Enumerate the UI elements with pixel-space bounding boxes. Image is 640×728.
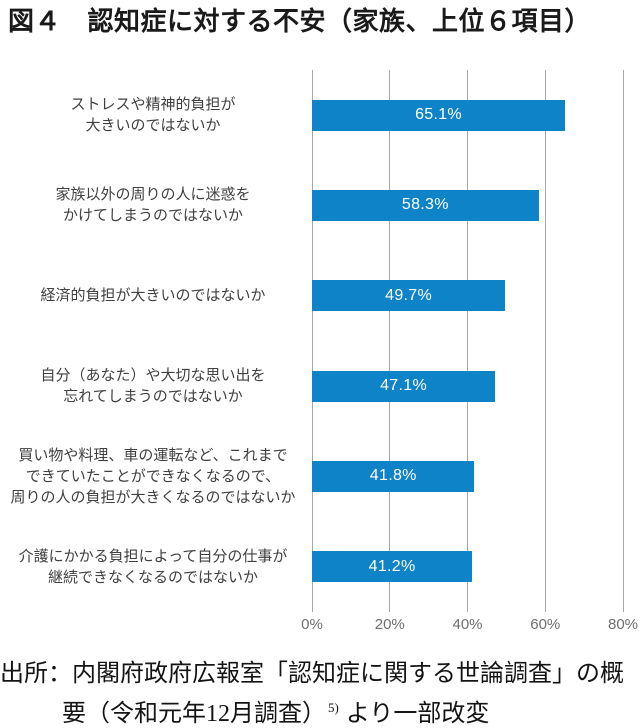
chart-row: 買い物や料理、車の運転など、これまで できていたことができなくなるので、 周りの… [0,431,640,521]
x-tick-label: 0% [301,616,323,633]
footnote-reference: 5) [328,700,339,715]
bar-value-label: 41.2% [368,557,416,575]
x-axis: 0% 20% 40% 60% 80% [301,612,638,642]
bar-value-label: 47.1% [380,377,427,395]
bar: 58.3% [312,189,539,221]
bar-value-label: 65.1% [415,106,462,124]
chart-row: 経済的負担が大きいのではないか 49.7% [0,251,640,341]
chart-row: 家族以外の周りの人に迷惑を かけてしまうのではないか 58.3% [0,160,640,250]
source-line1: 出所：内閣府政府広報室「認知症に関する世論調査」の概 [0,661,624,687]
category-label: 家族以外の周りの人に迷惑を かけてしまうのではないか [55,186,251,225]
x-tick-label: 40% [452,616,483,633]
gridline [467,70,468,612]
source-line2-prefix: 要（令和元年12月調査） [62,701,326,727]
bar-value-label: 58.3% [401,196,449,214]
figure-title: 図４ 認知症に対する不安（家族、上位６項目） [8,6,592,36]
plot-cell: 41.8% [312,431,623,521]
source-line2-suffix: より一部改変 [345,701,490,727]
gridlines [311,70,624,612]
bar: 49.7% [312,280,506,312]
gridline [622,70,624,612]
plot-cell: 47.1% [312,341,623,431]
gridline [544,70,546,612]
x-tick-label: 80% [607,616,639,633]
bar: 41.8% [312,460,475,492]
chart-row: 介護にかかる負担によって自分の仕事が 継続できなくなるのではないか 41.2% [0,522,640,612]
category-label: ストレスや精神的負担が 大きいのではないか [70,96,236,135]
gridline [389,70,391,612]
x-tick-label: 60% [530,616,561,633]
chart-rows: ストレスや精神的負担が 大きいのではないか 65.1% 家族以外の周りの人に迷惑を … [0,70,640,612]
bar-value-label: 41.8% [369,467,417,485]
gridline [311,70,313,612]
category-label: 自分（あなた）や大切な思い出を 忘れてしまうのではないか [40,367,266,406]
bar: 41.2% [312,551,473,583]
plot-cell: 65.1% [312,70,623,160]
source-line2: 要（令和元年12月調査） 5) より一部改変 [0,691,640,728]
plot-cell: 49.7% [312,251,623,341]
source-note: 出所：内閣府政府広報室「認知症に関する世論調査」の概要（令和元年12月調査） 5)… [0,658,640,728]
category-label: 介護にかかる負担によって自分の仕事が 継続できなくなるのではないか [18,547,288,586]
plot-cell: 58.3% [312,160,623,250]
x-tick-label: 20% [374,616,405,633]
bar-value-label: 49.7% [385,286,433,304]
chart-row: 自分（あなた）や大切な思い出を 忘れてしまうのではないか 47.1% [0,341,640,431]
bar: 47.1% [312,370,496,402]
chart-row: ストレスや精神的負担が 大きいのではないか 65.1% [0,70,640,160]
plot-cell: 41.2% [312,522,623,612]
category-label: 経済的負担が大きいのではないか [40,287,266,305]
chart-plot-area: ストレスや精神的負担が 大きいのではないか 65.1% 家族以外の周りの人に迷惑を … [0,70,640,612]
bar: 65.1% [312,99,566,131]
category-label: 買い物や料理、車の運転など、これまで できていたことができなくなるので、 周りの… [10,446,296,506]
dementia-anxiety-bar-chart: ストレスや精神的負担が 大きいのではないか 65.1% 家族以外の周りの人に迷惑を … [0,70,640,642]
